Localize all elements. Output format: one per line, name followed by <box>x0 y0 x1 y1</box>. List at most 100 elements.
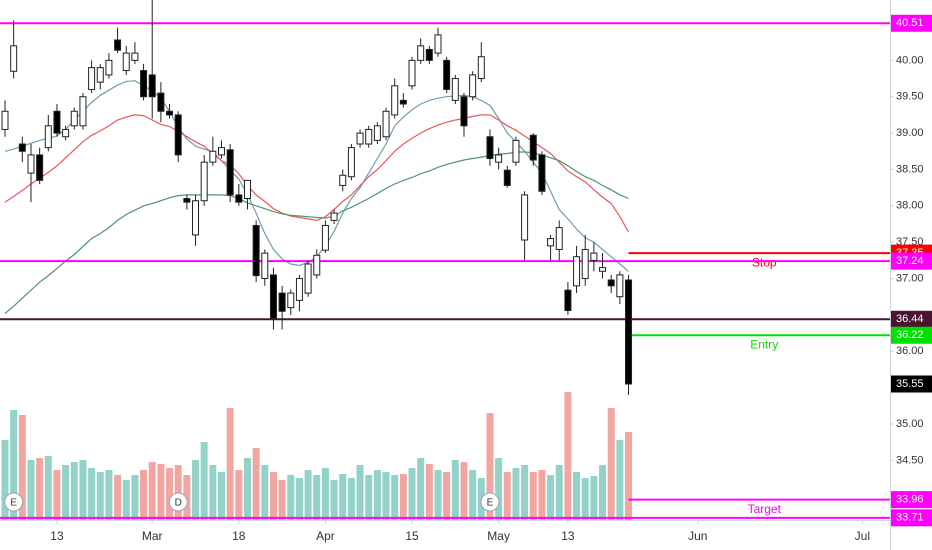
candle-body <box>339 174 347 186</box>
event-label: D <box>175 498 182 509</box>
volume-bar <box>581 478 589 520</box>
volume-bar <box>512 468 520 520</box>
volume-bar <box>53 470 61 520</box>
volume-bar <box>44 456 52 520</box>
candle-body <box>469 74 477 98</box>
candle-body <box>503 169 511 186</box>
candle-body <box>44 125 52 149</box>
candle-body <box>226 149 234 196</box>
event-label: E <box>10 498 17 509</box>
volume-bar <box>495 458 503 520</box>
candle-body <box>607 279 615 287</box>
y-tick-label: 38.00 <box>896 200 924 212</box>
candle-body <box>417 45 425 61</box>
volume-bar <box>365 475 373 520</box>
event-marker <box>4 492 24 512</box>
volume-bar <box>1 440 9 520</box>
y-tick-label: 38.50 <box>896 163 924 175</box>
candle-body <box>555 227 563 250</box>
volume-bar <box>140 470 148 520</box>
candle-body <box>96 67 104 83</box>
level-price-tag <box>891 310 932 328</box>
volume-bar <box>330 480 338 520</box>
volume-bar <box>616 440 624 520</box>
candle-body <box>590 252 598 261</box>
level-price-tag <box>891 252 932 270</box>
candle-body <box>477 56 485 80</box>
candle-body <box>399 99 407 105</box>
level-price-tag <box>891 509 932 527</box>
candle-body <box>616 274 624 298</box>
candle-body <box>391 85 399 116</box>
level-name: Stop <box>752 255 777 269</box>
candle-body <box>148 74 156 98</box>
x-tick-label: 18 <box>232 529 246 543</box>
x-tick-label: Mar <box>142 529 163 543</box>
candle-body <box>529 134 537 161</box>
y-tick-label: 34.50 <box>896 454 924 466</box>
volume-bar <box>555 465 563 520</box>
candle-body <box>373 125 381 141</box>
candle-body <box>209 150 217 163</box>
candle-body <box>140 70 148 98</box>
candle-body <box>365 128 373 145</box>
candle-body <box>10 45 18 72</box>
y-tick-label: 39.50 <box>896 91 924 103</box>
candle-body <box>321 224 329 251</box>
volume-bar <box>486 413 494 520</box>
volume-bar <box>70 462 78 520</box>
candle-body <box>408 59 416 87</box>
candle-body <box>521 194 529 241</box>
volume-bar <box>278 480 286 520</box>
volume-bar <box>261 465 269 520</box>
moving-average-line <box>4 151 629 314</box>
volume-bar <box>425 464 433 520</box>
candle-body <box>573 256 581 287</box>
level-price-tag <box>891 14 932 32</box>
candle-body <box>451 78 459 101</box>
candle-body <box>131 52 139 61</box>
candle-body <box>166 110 174 116</box>
candle-body <box>36 154 44 181</box>
candle-body <box>252 224 260 277</box>
candle-body <box>599 267 607 272</box>
candle-body <box>18 143 26 152</box>
candle-body <box>218 147 225 156</box>
volume-bar <box>36 458 44 520</box>
volume-bar <box>382 472 390 520</box>
volume-bar <box>10 410 18 520</box>
volume-bar <box>417 458 425 520</box>
candle-body <box>261 252 269 280</box>
volume-bar <box>408 468 416 520</box>
candle-body <box>356 132 364 145</box>
y-tick-label: 40.00 <box>896 54 924 66</box>
x-tick-label: 15 <box>405 529 419 543</box>
volume-bar <box>79 460 87 520</box>
volume-bar <box>252 448 260 520</box>
volume-bar <box>148 462 156 520</box>
volume-bar <box>460 462 468 520</box>
candle-body <box>295 278 303 301</box>
volume-bar <box>503 472 511 520</box>
candle-body <box>278 292 286 312</box>
y-tick-label: 39.00 <box>896 127 924 139</box>
candle-body <box>53 110 61 134</box>
event-marker <box>168 492 188 512</box>
volume-bar <box>166 468 174 520</box>
level-price-tag <box>891 326 932 344</box>
volume-bar <box>573 472 581 520</box>
level-price-tag <box>891 491 932 509</box>
volume-bar <box>18 415 26 520</box>
volume-bar <box>295 478 303 520</box>
level-name: Entry <box>750 337 778 351</box>
candle-body <box>183 198 191 203</box>
volume-bar <box>96 472 104 520</box>
volume-bar <box>114 475 122 520</box>
candle-body <box>581 248 589 280</box>
candle-body <box>538 154 546 192</box>
volume-bar <box>226 408 234 520</box>
event-label: E <box>487 498 494 509</box>
candle-body <box>443 59 451 90</box>
candle-body <box>105 59 113 76</box>
level-name: Target <box>748 502 782 516</box>
